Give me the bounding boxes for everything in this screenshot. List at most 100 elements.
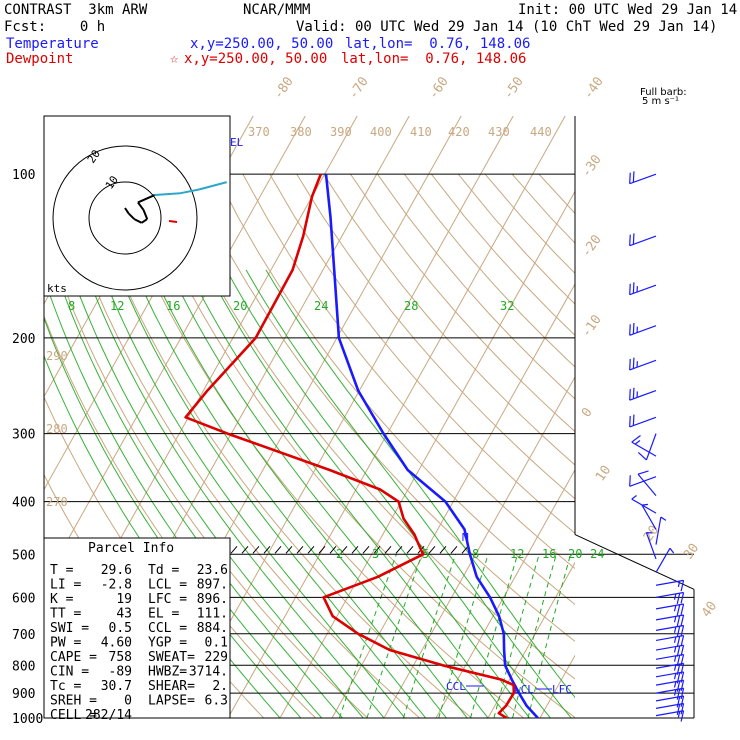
wind-barb-flag [680, 614, 685, 626]
parcel-value: 0.5 [109, 621, 132, 636]
wind-barb-flag [632, 282, 635, 294]
wind-barb-flag [676, 626, 681, 638]
adiabat-label: 390 [330, 125, 352, 139]
mixing-ratio-label: 24 [314, 299, 328, 313]
wind-barb [631, 435, 657, 457]
mixing-ratio-label: 3 [372, 547, 379, 561]
barb-legend-units: 5 m s⁻¹ [642, 96, 679, 107]
wind-barb [629, 282, 657, 296]
adiabat-label: 440 [530, 125, 552, 139]
dry-adiabat-line [215, 173, 575, 606]
wind-barb-staff [629, 359, 657, 371]
hatch-mark [395, 545, 403, 554]
isotherm-label: -50 [501, 74, 527, 102]
wind-barb [655, 516, 667, 545]
hodograph-panel [43, 115, 231, 297]
parcel-value: 3714. [189, 665, 228, 680]
wind-barb-flag [673, 626, 677, 633]
wind-barb [655, 710, 685, 722]
dry-adiabat-line [511, 173, 575, 244]
wind-barb [631, 494, 657, 514]
dry-adiabat-line [484, 173, 575, 274]
mixing-ratio-line [470, 554, 519, 718]
hatch-mark [373, 545, 381, 554]
dry-adiabat-line [188, 173, 575, 642]
temperature-legend: Temperature [6, 36, 99, 52]
mixing-ratio-line [402, 554, 457, 718]
hatch-mark [318, 545, 326, 554]
mixing-ratio-label: 2 [336, 547, 343, 561]
isotherm-line [383, 375, 575, 718]
wind-barb-flag [629, 234, 631, 246]
dry-adiabat-line [269, 173, 575, 534]
dry-adiabat-line [350, 173, 575, 433]
wind-barb-staff [655, 644, 684, 651]
parcel-key: Td = [148, 563, 179, 578]
wind-barb [655, 687, 685, 700]
parcel-value: 2. [212, 679, 228, 694]
wind-barb-flag [680, 603, 685, 615]
wind-barb-staff [655, 516, 662, 545]
plot-diagonal-border [574, 534, 695, 590]
dry-adiabat-line [323, 173, 575, 466]
dewpoint-marker-icon: ☆ [170, 51, 179, 67]
mixing-ratio-label: 16 [542, 547, 556, 561]
wind-barb-flag [673, 646, 677, 653]
isotherm-label: -10 [579, 312, 605, 340]
hodograph-segment [137, 194, 156, 204]
wind-barb-staff [629, 389, 657, 401]
hatch-mark [450, 545, 458, 554]
parcel-key: LI = [50, 578, 81, 593]
wind-barb-flag [632, 233, 635, 245]
moist-adiabat-line [206, 269, 530, 718]
parcel-key: HWBZ= [148, 665, 187, 680]
dry-adiabat-line [376, 173, 575, 400]
isotherm-line [696, 116, 740, 718]
hatch-mark [428, 545, 436, 554]
hatch-mark [384, 545, 392, 554]
hatch-mark [439, 545, 447, 554]
parcel-value: 29.6 [101, 563, 132, 578]
isotherm-label: -30 [579, 152, 605, 180]
wind-barb-flag [673, 636, 677, 643]
hatch-mark [263, 545, 271, 554]
dewpoint-latlon: lat,lon= 0.76, 148.06 [341, 51, 527, 67]
parcel-key: CELL = [50, 708, 97, 723]
model-title: CONTRAST 3km ARW [4, 2, 148, 18]
mixing-ratio-line [438, 554, 489, 718]
wind-barb-flag [629, 172, 631, 184]
adiabat-label: 280 [46, 422, 68, 436]
adiabat-label: 380 [290, 125, 312, 139]
adiabat-label: 420 [448, 125, 470, 139]
dry-adiabat-line [54, 173, 420, 718]
dry-adiabat-line [107, 173, 524, 718]
dry-adiabat-line [457, 173, 575, 305]
wind-barb [629, 414, 657, 428]
isotherm-line [435, 468, 575, 718]
wind-barb [655, 624, 685, 638]
parcel-key: EL = [148, 607, 179, 622]
parcel-key: YGP = [148, 636, 187, 651]
parcel-key: LFC = [148, 592, 187, 607]
wind-barb-staff [655, 579, 684, 586]
wind-barb [655, 702, 685, 716]
hatch-mark [285, 545, 293, 554]
lcl-label: LCL [514, 683, 534, 696]
wind-barb-staff [629, 416, 657, 428]
isotherm-line [487, 561, 575, 718]
wind-barb-flag [632, 171, 635, 183]
dry-adiabat-line [134, 173, 575, 718]
parcel-value: 897. [197, 578, 228, 593]
wind-barb-flag [680, 635, 685, 647]
wind-barb-flag [673, 673, 677, 680]
init-time: Init: 00 UTC Wed 29 Jan 14 [518, 2, 738, 18]
mixing-ratio-label: 12 [110, 299, 124, 313]
parcel-key: SWI = [50, 621, 89, 636]
isotherm-line [592, 116, 740, 718]
pressure-label: 600 [12, 591, 35, 606]
adiabat-label: 410 [410, 125, 432, 139]
wind-barb [655, 547, 675, 573]
hatch-mark [340, 545, 348, 554]
el-label: EL [230, 136, 244, 149]
